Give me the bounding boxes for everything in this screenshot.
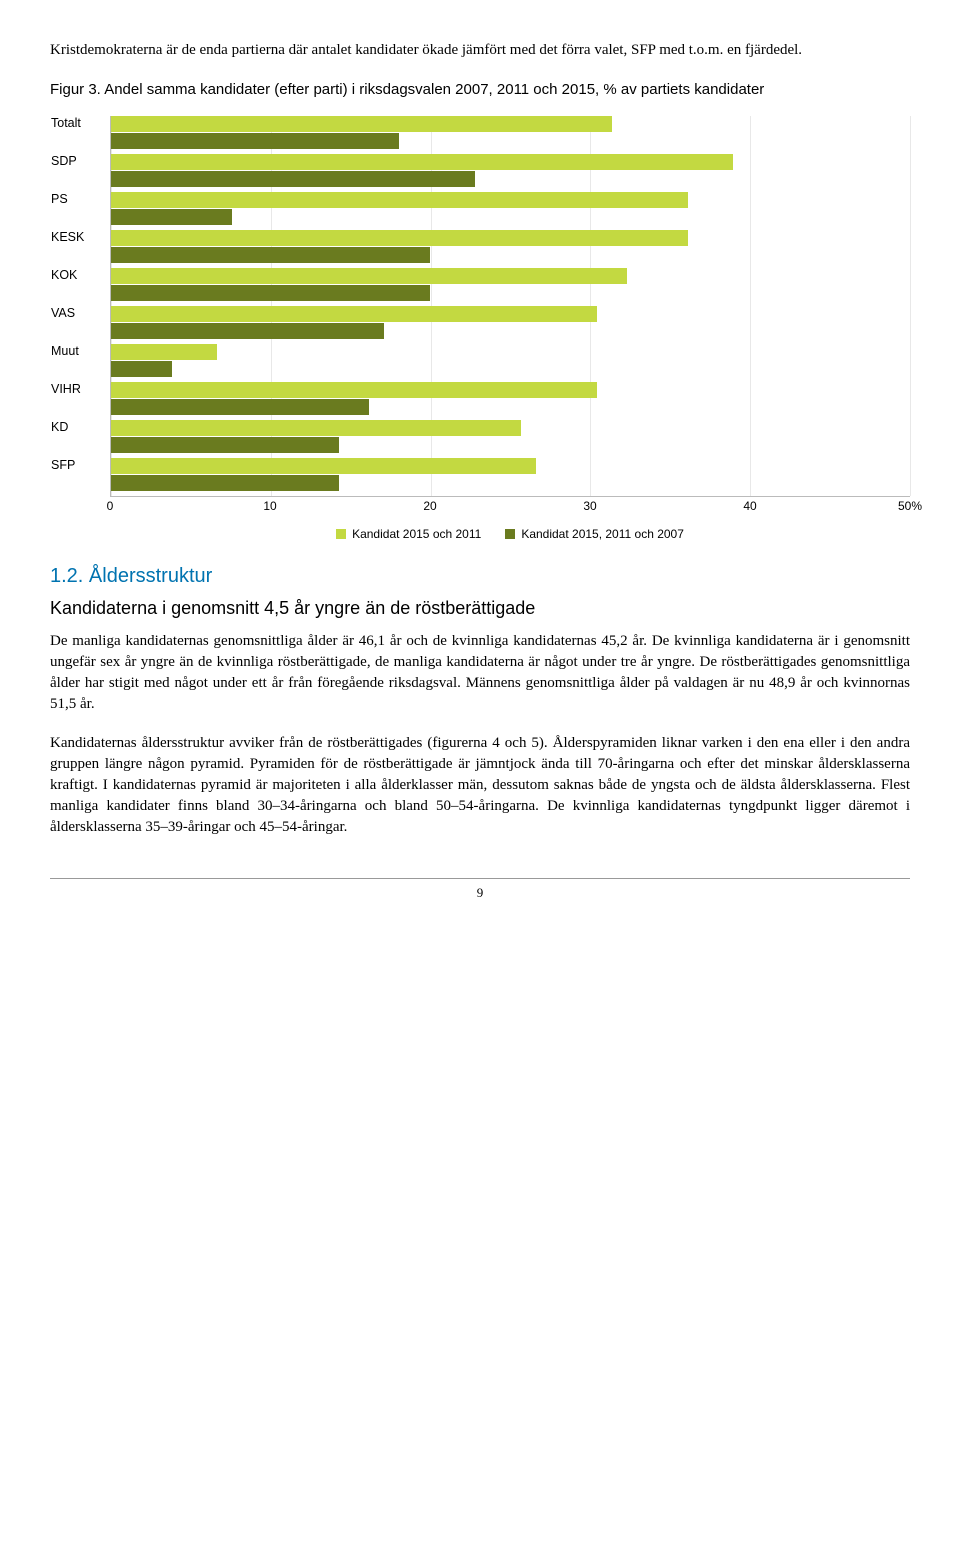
legend-label: Kandidat 2015, 2011 och 2007 <box>521 527 684 541</box>
chart-bar <box>111 192 688 208</box>
x-axis-tick: 40 <box>743 499 756 513</box>
figure-3-caption: Figur 3. Andel samma kandidater (efter p… <box>50 79 910 100</box>
chart-bar <box>111 437 339 453</box>
chart-row: SDP <box>111 154 870 192</box>
section-1-2-subheading: Kandidaterna i genomsnitt 4,5 år yngre ä… <box>50 598 910 619</box>
chart-bar <box>111 399 369 415</box>
chart-bar <box>111 247 430 263</box>
chart-row: Muut <box>111 344 870 382</box>
chart-bar <box>111 171 475 187</box>
chart-category-label: SDP <box>51 154 106 168</box>
chart-category-label: PS <box>51 192 106 206</box>
chart-bar <box>111 209 232 225</box>
chart-bar <box>111 133 399 149</box>
legend-swatch <box>505 529 515 539</box>
chart-bar <box>111 116 612 132</box>
chart-bar <box>111 230 688 246</box>
chart-bar <box>111 154 733 170</box>
chart-row: SFP <box>111 458 870 496</box>
chart-row: VAS <box>111 306 870 344</box>
figure-3-chart: TotaltSDPPSKESKKOKVASMuutVIHRKDSFP 01020… <box>50 116 910 541</box>
chart-category-label: SFP <box>51 458 106 472</box>
section-1-2-heading: 1.2. Åldersstruktur <box>50 565 910 588</box>
chart-bar <box>111 344 217 360</box>
chart-category-label: VIHR <box>51 382 106 396</box>
chart-row: PS <box>111 192 870 230</box>
chart-category-label: Totalt <box>51 116 106 130</box>
chart-row: KESK <box>111 230 870 268</box>
legend-item: Kandidat 2015 och 2011 <box>336 527 481 541</box>
chart-bar <box>111 323 384 339</box>
x-axis-tick: 30 <box>583 499 596 513</box>
legend-swatch <box>336 529 346 539</box>
legend-item: Kandidat 2015, 2011 och 2007 <box>505 527 684 541</box>
legend-label: Kandidat 2015 och 2011 <box>352 527 481 541</box>
chart-bar <box>111 475 339 491</box>
chart-row: KOK <box>111 268 870 306</box>
chart-row: Totalt <box>111 116 870 154</box>
chart-category-label: KESK <box>51 230 106 244</box>
chart-category-label: VAS <box>51 306 106 320</box>
section-1-2-para-1: De manliga kandidaternas genomsnittliga … <box>50 631 910 715</box>
chart-bar <box>111 268 627 284</box>
chart-bar <box>111 306 597 322</box>
chart-bar <box>111 361 172 377</box>
chart-category-label: Muut <box>51 344 106 358</box>
chart-bar <box>111 382 597 398</box>
chart-bar <box>111 285 430 301</box>
x-axis-tick: 10 <box>263 499 276 513</box>
chart-category-label: KOK <box>51 268 106 282</box>
chart-row: KD <box>111 420 870 458</box>
x-axis-tick: 0 <box>107 499 114 513</box>
chart-bar <box>111 458 536 474</box>
chart-category-label: KD <box>51 420 106 434</box>
chart-row: VIHR <box>111 382 870 420</box>
section-1-2-para-2: Kandidaternas åldersstruktur avviker frå… <box>50 733 910 838</box>
intro-paragraph: Kristdemokraterna är de enda partierna d… <box>50 40 910 61</box>
chart-bar <box>111 420 521 436</box>
page-number: 9 <box>50 878 910 901</box>
x-axis-tick: 50% <box>898 499 922 513</box>
x-axis-tick: 20 <box>423 499 436 513</box>
